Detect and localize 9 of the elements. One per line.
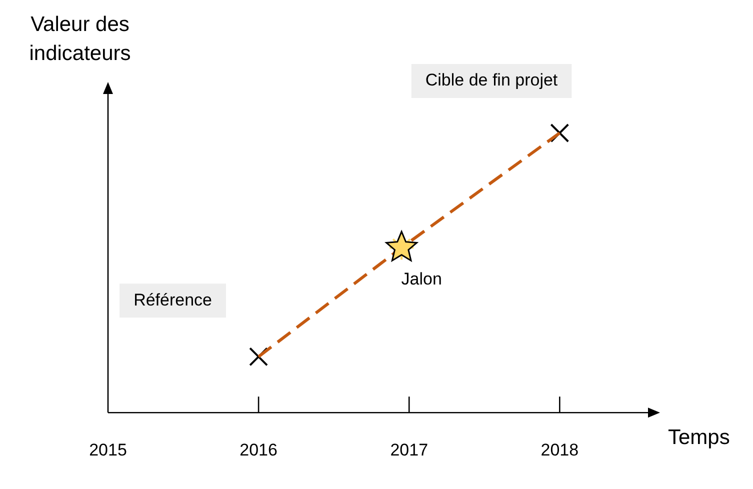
x-axis-title: Temps [668, 426, 730, 450]
x-tick-label: 2016 [240, 440, 278, 460]
x-tick-label: 2015 [89, 440, 127, 460]
y-axis-title: Valeur des indicateurs [28, 12, 132, 67]
x-tick-label: 2018 [540, 440, 579, 460]
annotation: Jalon [401, 269, 442, 288]
annotation: Référence [134, 290, 212, 310]
x-tick-label: 2017 [390, 440, 428, 460]
annotation: Cible de fin projet [425, 70, 558, 90]
